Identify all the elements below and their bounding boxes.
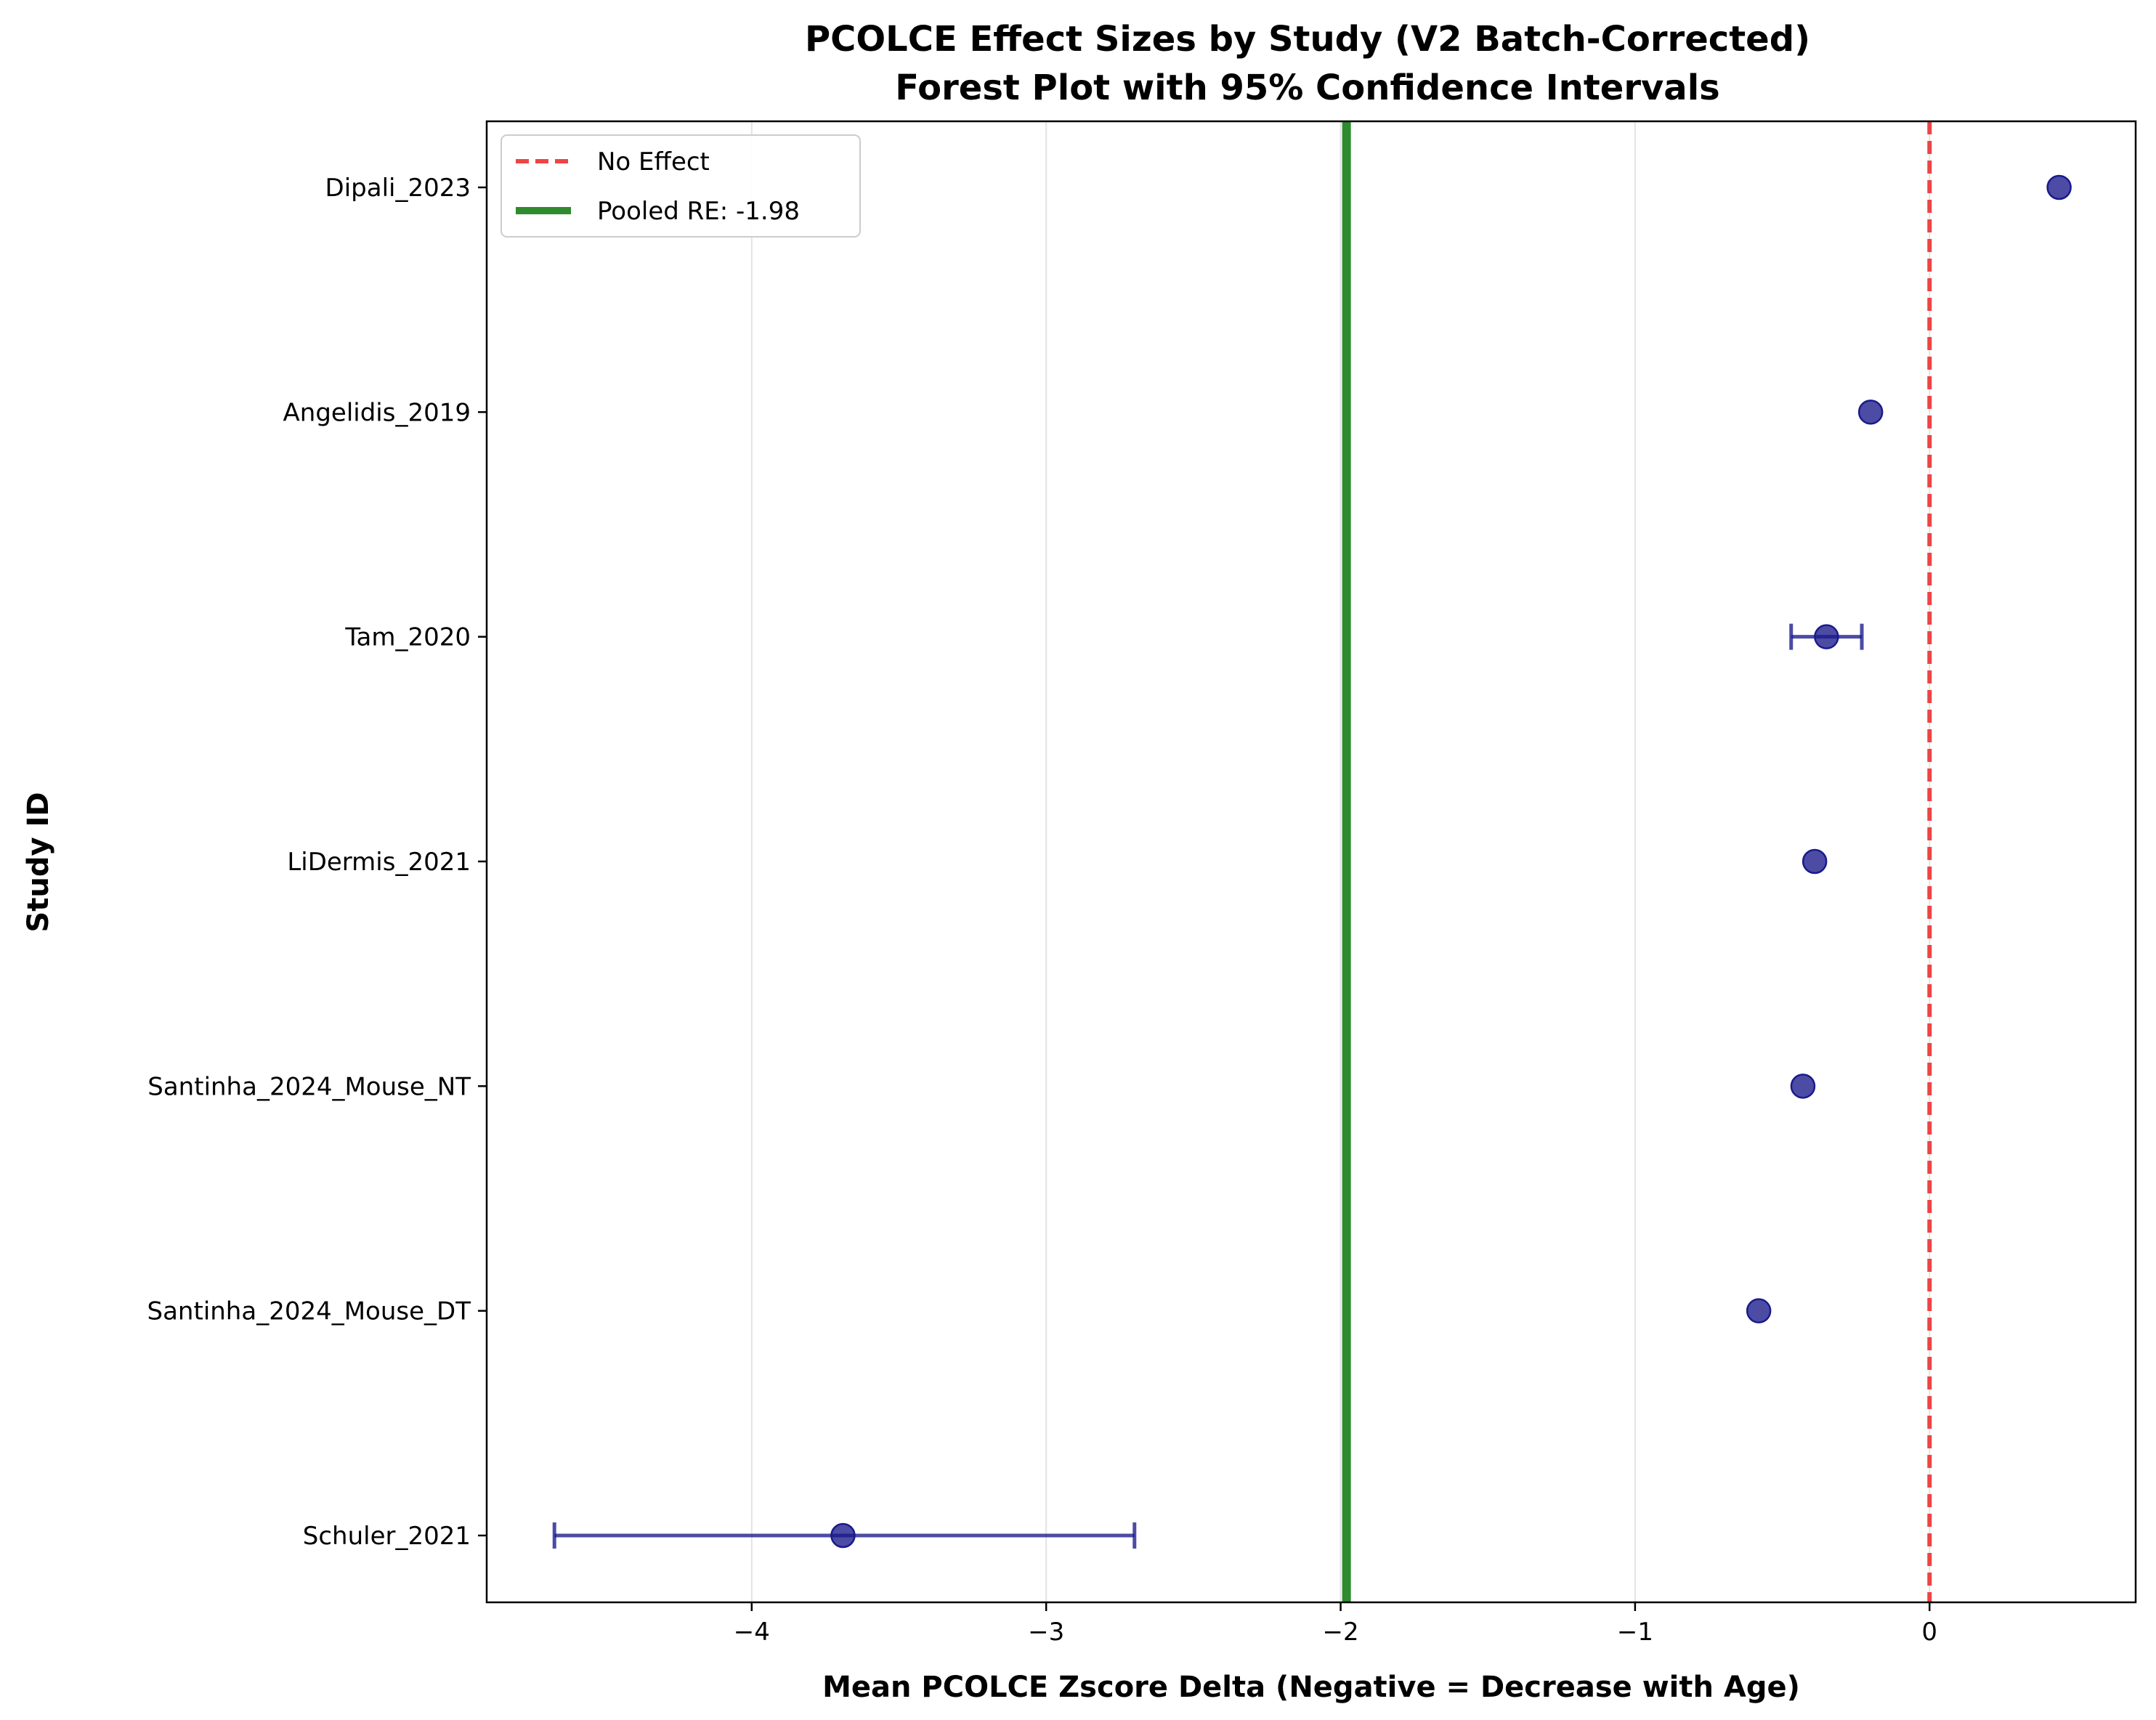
study-point xyxy=(1857,399,1884,425)
x-tick-label: −2 xyxy=(1322,1618,1358,1647)
y-tick-label: Tam_2020 xyxy=(344,623,471,652)
legend: No Effect Pooled RE: -1.98 xyxy=(500,134,861,238)
plot-frame xyxy=(485,120,2137,1604)
x-tick-label: −1 xyxy=(1617,1618,1653,1647)
study-point xyxy=(1802,848,1828,875)
legend-box xyxy=(500,134,861,238)
reference-lines xyxy=(1342,121,1932,1602)
y-tick-label: LiDermis_2021 xyxy=(287,848,471,877)
grid-lines xyxy=(750,121,1931,1602)
chart-title: PCOLCE Effect Sizes by Study (V2 Batch-C… xyxy=(805,19,1810,60)
y-tick-label: Angelidis_2019 xyxy=(283,398,471,427)
study-point xyxy=(830,1522,856,1549)
study-point xyxy=(1746,1298,1772,1323)
y-tick-label: Schuler_2021 xyxy=(303,1522,471,1551)
y-tick-label: Santinha_2024_Mouse_DT xyxy=(147,1297,471,1326)
x-axis-label: Mean PCOLCE Zscore Delta (Negative = Dec… xyxy=(822,1671,1800,1704)
study-point xyxy=(1790,1074,1816,1099)
study-point xyxy=(1814,624,1839,649)
legend-no-effect-label: No Effect xyxy=(597,147,710,177)
y-tick-label: Santinha_2024_Mouse_NT xyxy=(147,1072,471,1101)
legend-pooled-label: Pooled RE: -1.98 xyxy=(597,197,800,226)
y-tick-label: Dipali_2023 xyxy=(325,174,471,203)
chart-subtitle: Forest Plot with 95% Confidence Interval… xyxy=(895,68,1719,108)
x-tick-label: −3 xyxy=(1028,1618,1064,1647)
y-axis-label: Study ID xyxy=(22,792,55,932)
study-points xyxy=(830,174,2072,1549)
x-tick-label: 0 xyxy=(1921,1618,1937,1647)
y-axis: Dipali_2023 Angelidis_2019 Tam_2020 LiDermi… xyxy=(147,174,487,1551)
x-tick-label: −4 xyxy=(734,1618,770,1647)
x-axis: −4 −3 −2 −1 0 xyxy=(734,1602,1937,1647)
data-series xyxy=(552,623,1864,1549)
study-point xyxy=(2046,174,2072,200)
